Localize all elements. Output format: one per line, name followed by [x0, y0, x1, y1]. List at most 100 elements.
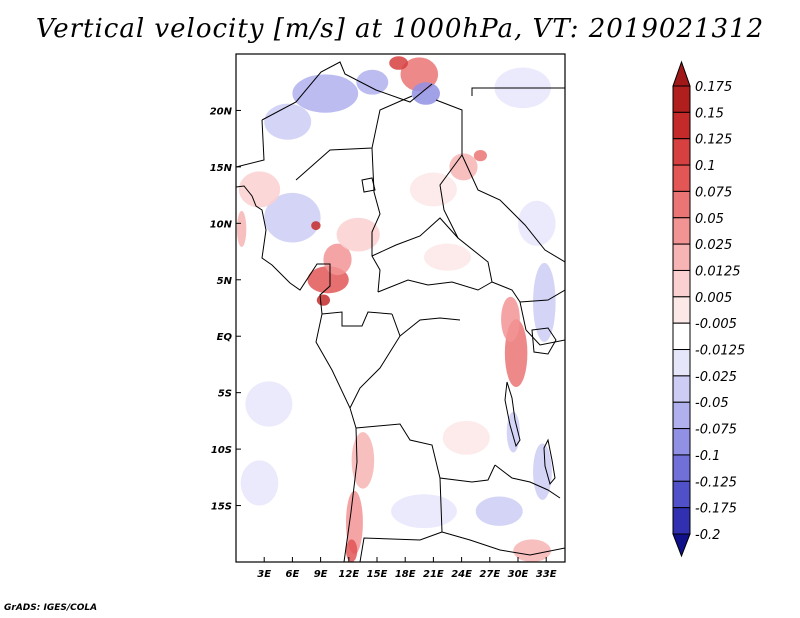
border-sahara: [261, 61, 433, 121]
border-car-south: [377, 279, 493, 293]
velocity-patch: [345, 539, 358, 562]
lake-chad: [361, 177, 376, 193]
colorbar-swatch: [672, 164, 691, 192]
axis-ticks: 3E 6E 9E 12E 15E 18E 21E 24E 27E 30E 33E 20N 15N 10N 5…: [210, 106, 557, 580]
border-chad-west: [371, 147, 381, 293]
colorbar-swatch: [672, 85, 691, 113]
border-chad-sudan: [435, 99, 493, 283]
colorbar-swatch: [672, 111, 691, 140]
lon-tick-label: 33E: [536, 569, 557, 580]
border-drc-north: [491, 281, 527, 331]
colorbar-label: 0.125: [695, 133, 732, 148]
colorbar-label: 0.1: [695, 159, 716, 174]
lon-tick-label: 6E: [286, 569, 300, 580]
lon-tick-label: 12E: [338, 569, 359, 580]
lon-tick-label: 18E: [395, 569, 416, 580]
lat-tick-label: 20N: [210, 106, 233, 117]
colorbar-swatch: [672, 428, 691, 456]
colorbar-over-arrow: [672, 60, 691, 87]
velocity-patch: [356, 69, 389, 95]
velocity-patch: [351, 432, 375, 489]
colorbar-swatch: [672, 269, 691, 298]
colorbar: 0.175 0.15 0.125 0.1 0.075 0.05 0.025 0.0125 0.0…: [672, 60, 745, 558]
colorbar-swatch: [672, 401, 691, 430]
border-angola-zambia: [359, 477, 443, 562]
velocity-patch: [475, 496, 523, 526]
velocity-patch: [264, 103, 312, 140]
velocity-patch: [236, 210, 247, 248]
colorbar-label: -0.05: [695, 396, 729, 411]
colorbar-swatch: [672, 243, 691, 271]
colorbar-label: 0.025: [695, 238, 732, 253]
colorbar-label: -0.0125: [695, 344, 745, 359]
colorbar-under-arrow: [672, 533, 691, 558]
colorbar-label: -0.025: [695, 370, 737, 385]
map-frame: [235, 53, 566, 563]
velocity-patch: [533, 443, 552, 500]
lat-tick-label: 5N: [217, 276, 233, 287]
lat-tick-label: 10S: [211, 445, 232, 456]
velocity-patch: [238, 171, 281, 208]
lake-victoria: [531, 327, 557, 355]
velocity-patch: [473, 149, 487, 162]
country-borders: [236, 61, 565, 562]
lake-malawi: [543, 438, 556, 486]
velocity-patch: [264, 192, 321, 243]
lat-tick-label: EQ: [217, 332, 233, 343]
colorbar-label: -0.125: [695, 475, 737, 490]
lat-tick-label: 15N: [210, 163, 233, 174]
colorbar-swatch: [672, 480, 691, 509]
lon-tick-label: 27E: [479, 569, 500, 580]
velocity-patch: [424, 243, 471, 271]
colorbar-label: -0.1: [695, 449, 720, 464]
velocity-patch: [292, 74, 359, 113]
colorbar-swatch: [672, 454, 691, 482]
border-congo: [349, 313, 401, 409]
velocity-patch: [409, 172, 457, 207]
velocity-field: [236, 56, 556, 562]
colorbar-swatch: [672, 349, 691, 377]
river-congo: [399, 317, 461, 337]
lon-tick-label: 3E: [257, 569, 271, 580]
colorbar-swatch: [672, 507, 691, 535]
lat-tick-label: 10N: [210, 219, 233, 230]
colorbar-label: -0.075: [695, 423, 737, 438]
lake-tanganyika: [504, 381, 521, 448]
colorbar-label: 0.075: [695, 185, 732, 200]
border-gabon: [321, 311, 393, 327]
velocity-patch: [518, 200, 556, 246]
lon-tick-label: 15E: [367, 569, 388, 580]
border-car-north: [371, 217, 459, 257]
colorbar-label: 0.0125: [695, 264, 741, 279]
colorbar-swatch: [672, 217, 691, 245]
velocity-patch: [311, 221, 321, 231]
border-south: [441, 531, 565, 556]
colorbar-swatch: [672, 138, 691, 166]
colorbar-swatch: [672, 375, 691, 403]
velocity-patch: [245, 381, 293, 427]
coastline-west-africa: [236, 185, 358, 562]
border-mali-niger: [236, 119, 265, 168]
velocity-patch: [336, 217, 380, 252]
colorbar-swatch: [672, 190, 691, 219]
lon-tick-label: 24E: [451, 569, 472, 580]
border-angola-drc: [355, 423, 496, 483]
velocity-patch: [345, 490, 363, 555]
colorbar-swatch: [672, 322, 691, 351]
border-uganda: [519, 289, 565, 303]
border-east: [525, 329, 565, 346]
velocity-patch: [501, 296, 520, 342]
colorbar-label: 0.175: [695, 80, 732, 95]
border-zambia: [494, 464, 561, 499]
velocity-patch: [411, 82, 440, 105]
velocity-patch: [316, 294, 331, 306]
plot-title: Vertical velocity [m/s] at 1000hPa, VT: …: [35, 14, 765, 44]
grads-credit: GrADS: IGES/COLA: [4, 603, 98, 613]
colorbar-label: 0.15: [695, 106, 724, 121]
border-ss-ethiopia: [461, 154, 565, 263]
colorbar-label: -0.175: [695, 502, 737, 517]
colorbar-label: -0.005: [695, 317, 737, 332]
velocity-patch: [389, 56, 409, 70]
velocity-patch: [513, 539, 551, 562]
